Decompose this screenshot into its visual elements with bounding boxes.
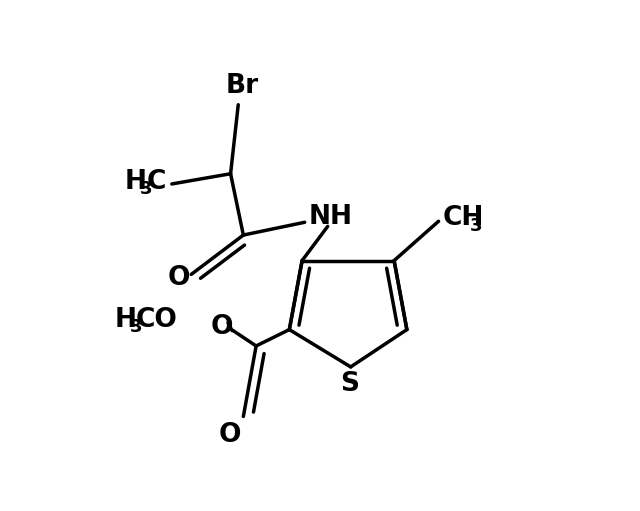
- Text: C: C: [147, 170, 166, 195]
- Text: O: O: [167, 265, 189, 291]
- Text: NH: NH: [308, 204, 353, 230]
- Text: CH: CH: [443, 205, 484, 231]
- Text: S: S: [340, 371, 359, 397]
- Text: H: H: [125, 170, 147, 195]
- Text: Br: Br: [226, 73, 259, 99]
- Text: 3: 3: [470, 217, 482, 235]
- Text: H: H: [115, 308, 136, 333]
- Text: O: O: [211, 314, 233, 340]
- Text: O: O: [218, 423, 241, 448]
- Text: 3: 3: [140, 180, 152, 198]
- Text: 3: 3: [130, 318, 143, 336]
- Text: CO: CO: [136, 308, 178, 333]
